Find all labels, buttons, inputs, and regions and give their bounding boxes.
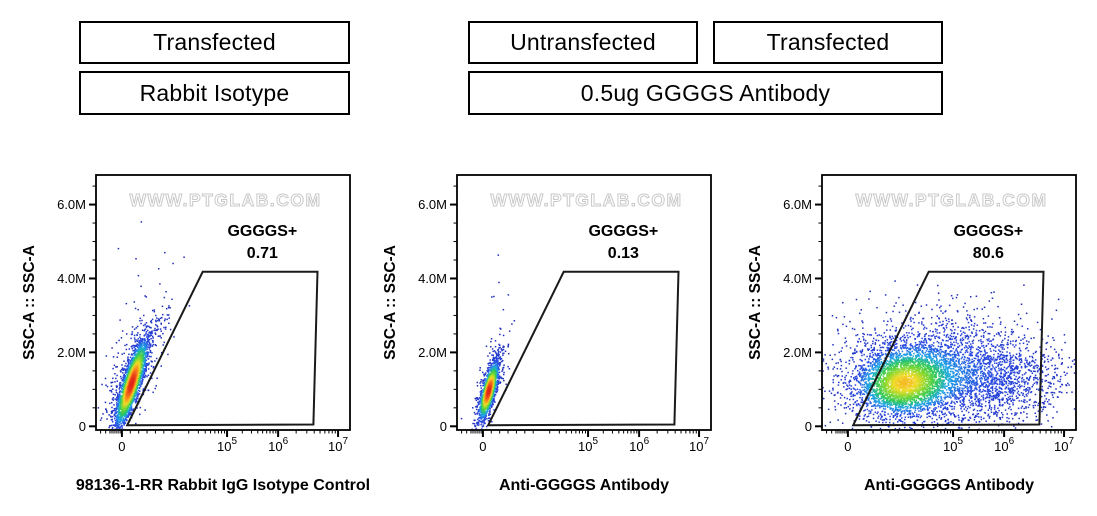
x-axis-title: 98136-1-RR Rabbit IgG Isotype Control <box>76 477 370 494</box>
header-label: Rabbit Isotype <box>139 79 290 106</box>
header-label: Transfected <box>153 29 276 55</box>
y-tick-label: 0 <box>79 419 86 434</box>
scatter-canvas-1 <box>97 176 349 429</box>
y-tick-label: 4.0M <box>418 271 447 286</box>
header-label: Transfected <box>766 29 890 55</box>
y-tick-label: 0 <box>805 419 812 434</box>
y-tick-label: 2.0M <box>783 345 812 360</box>
y-axis-title: SSC-A :: SSC-A <box>21 245 38 360</box>
x-tick-label: 106 <box>629 436 649 454</box>
x-tick-label: 107 <box>1054 436 1074 454</box>
header-box-untransfected: Untransfected <box>468 21 698 64</box>
y-tick-label: 4.0M <box>783 271 812 286</box>
y-tick-label: 2.0M <box>418 345 447 360</box>
y-axis-title: SSC-A :: SSC-A <box>382 245 399 360</box>
header-label: 0.5ug GGGGS Antibody <box>580 79 831 106</box>
x-tick-label: 0 <box>844 439 851 454</box>
x-axis-title: Anti-GGGGS Antibody <box>499 477 669 494</box>
header-box-antibody-dose: 0.5ug GGGGS Antibody <box>468 71 943 115</box>
x-tick-label: 105 <box>217 436 237 454</box>
header-box-transfected-right: Transfected <box>713 21 943 64</box>
header-box-rabbit-isotype: Rabbit Isotype <box>79 71 350 115</box>
x-tick-label: 0 <box>479 439 486 454</box>
scatter-canvas-3 <box>823 176 1075 429</box>
x-tick-label: 106 <box>994 436 1014 454</box>
x-tick-label: 105 <box>578 436 598 454</box>
x-axis-title: Anti-GGGGS Antibody <box>864 477 1034 494</box>
header-label: Untransfected <box>510 29 656 55</box>
x-tick-label: 107 <box>689 436 709 454</box>
y-tick-label: 6.0M <box>783 197 812 212</box>
y-tick-label: 0 <box>440 419 447 434</box>
x-tick-label: 107 <box>328 436 348 454</box>
y-axis-title: SSC-A :: SSC-A <box>747 245 764 360</box>
x-tick-label: 0 <box>118 439 125 454</box>
x-tick-label: 106 <box>268 436 288 454</box>
y-tick-label: 6.0M <box>418 197 447 212</box>
scatter-canvas-2 <box>458 176 710 429</box>
y-tick-label: 2.0M <box>57 345 86 360</box>
header-box-transfected-left: Transfected <box>79 21 350 64</box>
x-tick-label: 105 <box>943 436 963 454</box>
y-tick-label: 6.0M <box>57 197 86 212</box>
y-tick-label: 4.0M <box>57 271 86 286</box>
